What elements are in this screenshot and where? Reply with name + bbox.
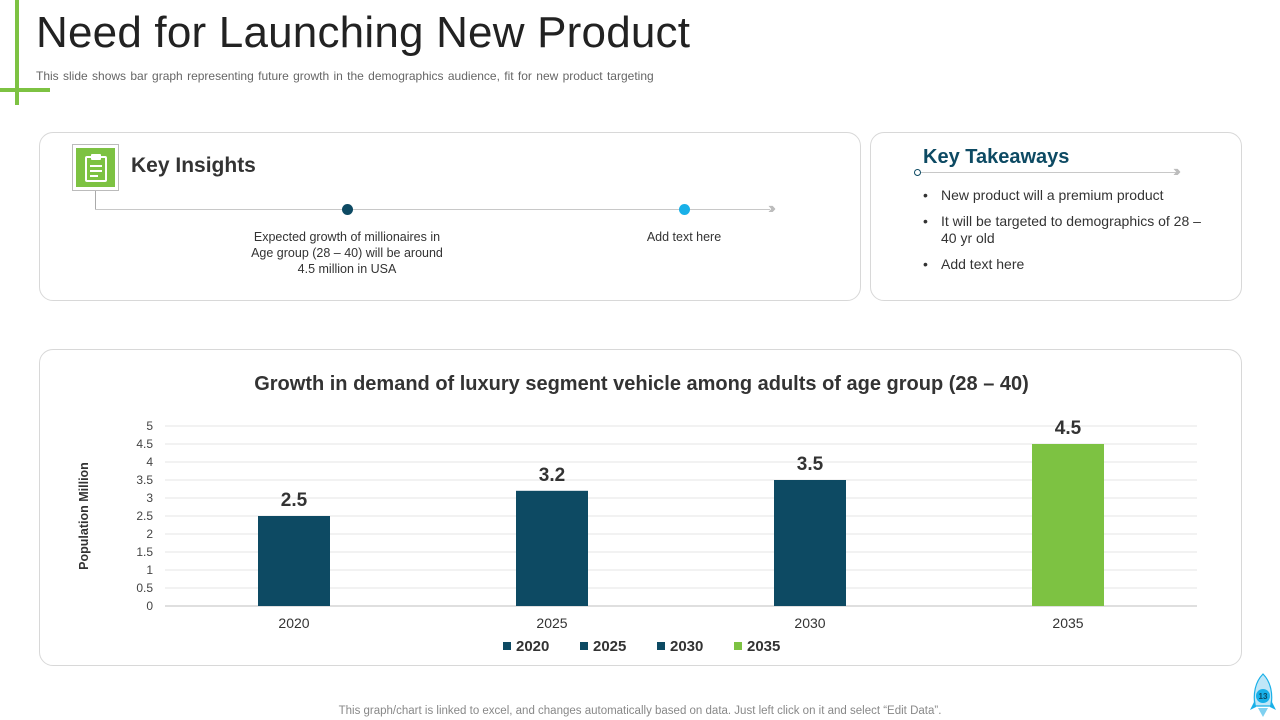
chevron-right-icon: ›››: [768, 200, 776, 217]
insights-icon-frame: [72, 144, 119, 191]
y-tick-label: 2: [146, 527, 153, 541]
y-tick-label: 2.5: [136, 509, 153, 523]
bar-chart[interactable]: 0 0.5 1 1.5 2 2.5 3 3.5 4 4.5 5 Population Million 2…: [40, 350, 1241, 665]
insight-text-1: Expected growth of millionaires in Age g…: [251, 230, 443, 276]
x-tick-label: 2020: [278, 615, 309, 631]
clipboard-icon: [76, 148, 115, 187]
y-tick-label: 3.5: [136, 473, 153, 487]
key-insights-title: Key Insights: [131, 154, 256, 177]
takeaways-list: New product will a premium product It wi…: [923, 187, 1213, 282]
key-takeaways-card: Key Takeaways ››› New product will a pre…: [870, 132, 1242, 301]
x-tick-label: 2025: [536, 615, 567, 631]
bar-2030: [774, 480, 846, 606]
footer-note: This graph/chart is linked to excel, and…: [338, 705, 942, 717]
data-label: 2.5: [281, 490, 308, 511]
y-tick-label: 1: [146, 563, 153, 577]
takeaways-divider: [921, 172, 1176, 173]
list-item: Add text here: [923, 256, 1213, 273]
insights-timeline: [95, 209, 770, 210]
insights-connector: [95, 191, 96, 209]
legend-label: 2035: [747, 638, 780, 655]
x-tick-label: 2030: [794, 615, 825, 631]
page-subtitle: This slide shows bar graph representing …: [36, 69, 654, 83]
chart-card[interactable]: Growth in demand of luxury segment vehic…: [39, 349, 1242, 666]
page-number: 13: [1259, 692, 1268, 701]
accent-bar-horizontal: [0, 88, 50, 92]
legend-swatch: [503, 642, 511, 650]
y-tick-label: 0.5: [136, 581, 153, 595]
bar-2025: [516, 490, 588, 606]
y-tick-label: 3: [146, 491, 153, 505]
y-tick-label: 4.5: [136, 437, 153, 451]
legend-swatch: [734, 642, 742, 650]
insight-marker-1: [342, 204, 353, 215]
page-title: Need for Launching New Product: [36, 8, 691, 57]
data-label: 4.5: [1055, 418, 1082, 439]
rocket-icon: 13: [1249, 672, 1277, 718]
x-tick-label: 2035: [1052, 615, 1083, 631]
y-tick-label: 1.5: [136, 545, 153, 559]
list-item: New product will a premium product: [923, 187, 1213, 204]
y-tick-label: 4: [146, 455, 153, 469]
bar-2035: [1032, 444, 1104, 606]
takeaways-marker: [914, 169, 921, 176]
legend-label: 2020: [516, 638, 549, 655]
accent-bar-vertical: [15, 0, 19, 105]
legend-swatch: [580, 642, 588, 650]
legend-swatch: [657, 642, 665, 650]
data-label: 3.5: [797, 454, 824, 475]
y-tick-label: 5: [146, 419, 153, 433]
legend-label: 2025: [593, 638, 626, 655]
key-takeaways-title: Key Takeaways: [923, 146, 1070, 168]
key-insights-card: Key Insights ››› Expected growth of mill…: [39, 132, 861, 301]
insight-marker-2: [679, 204, 690, 215]
data-label: 3.2: [539, 465, 565, 486]
y-axis-label: Population Million: [77, 462, 91, 570]
insight-text-2: Add text here: [646, 230, 722, 244]
legend-label: 2030: [670, 638, 703, 655]
chevron-right-icon: ›››: [1173, 163, 1181, 180]
chart-title: Growth in demand of luxury segment vehic…: [254, 373, 1029, 395]
bar-2020: [258, 516, 330, 606]
y-tick-label: 0: [146, 599, 153, 613]
list-item: It will be targeted to demographics of 2…: [923, 213, 1213, 247]
